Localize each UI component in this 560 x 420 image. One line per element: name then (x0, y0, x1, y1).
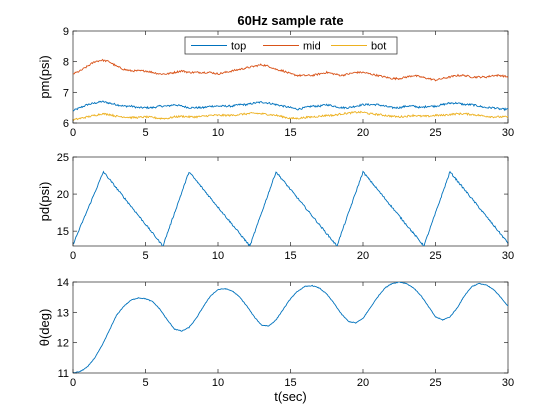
y-tick-label: 12 (57, 338, 69, 350)
x-tick-label: 25 (429, 127, 441, 139)
x-tick-label: 20 (357, 127, 369, 139)
series-line (73, 282, 508, 373)
x-tick-label: 30 (502, 377, 514, 389)
legend-label-top: top (231, 41, 246, 53)
x-tick-label: 25 (429, 250, 441, 262)
x-tick-label: 5 (142, 377, 148, 389)
series-line-bot (73, 110, 508, 122)
axes-2: 0 5 10 15 20 25 30 15 20 25 pd(psi) (37, 152, 514, 262)
y-tick-label: 6 (63, 118, 69, 130)
y-tick-label: 7 (63, 87, 69, 99)
series-line-mid (73, 58, 508, 82)
x-tick-label: 0 (70, 127, 76, 139)
x-axis-label: t(sec) (274, 389, 307, 404)
y-axis-label: θ(deg) (37, 309, 52, 347)
y-tick-label: 8 (63, 57, 69, 69)
x-tick-label: 25 (429, 377, 441, 389)
y-axis-label: pm(psi) (37, 55, 52, 98)
x-tick-label: 5 (142, 127, 148, 139)
chart-title: 60Hz sample rate (237, 13, 343, 28)
axes-1: 0 5 10 15 20 25 30 6 7 8 9 pm(psi) 60Hz sample rate t… (37, 13, 514, 139)
x-tick-label: 20 (357, 377, 369, 389)
legend-label-bot: bot (371, 41, 386, 53)
y-tick-label: 20 (57, 189, 69, 201)
x-tick-label: 30 (502, 127, 514, 139)
x-tick-label: 30 (502, 250, 514, 262)
y-axis-label: pd(psi) (37, 182, 52, 222)
y-tick-label: 11 (58, 368, 69, 380)
x-tick-label: 10 (212, 127, 224, 139)
plots: 0 5 10 15 20 25 30 6 7 8 9 pm(psi) 60Hz sample rate t… (37, 13, 514, 404)
x-tick-label: 15 (284, 377, 296, 389)
legend-label-mid: mid (303, 41, 321, 53)
y-tick-label: 15 (57, 226, 69, 238)
x-tick-label: 10 (212, 250, 224, 262)
axes-box (72, 156, 509, 247)
y-tick-label: 13 (57, 307, 69, 319)
x-tick-label: 0 (70, 377, 76, 389)
y-tick-label: 25 (57, 152, 69, 164)
x-tick-label: 20 (357, 250, 369, 262)
series-line (73, 170, 508, 246)
y-tick-label: 14 (57, 277, 69, 289)
series-line-top (73, 100, 508, 112)
x-tick-label: 5 (142, 250, 148, 262)
axes-box (72, 281, 509, 374)
axes-3: 0 5 10 15 20 25 30 11 12 13 14 θ(deg) t(sec) (37, 277, 514, 404)
x-tick-label: 15 (284, 127, 296, 139)
x-tick-label: 0 (70, 250, 76, 262)
y-tick-label: 9 (63, 26, 69, 38)
x-tick-label: 15 (284, 250, 296, 262)
legend: top mid bot (184, 36, 398, 55)
x-tick-label: 10 (212, 377, 224, 389)
